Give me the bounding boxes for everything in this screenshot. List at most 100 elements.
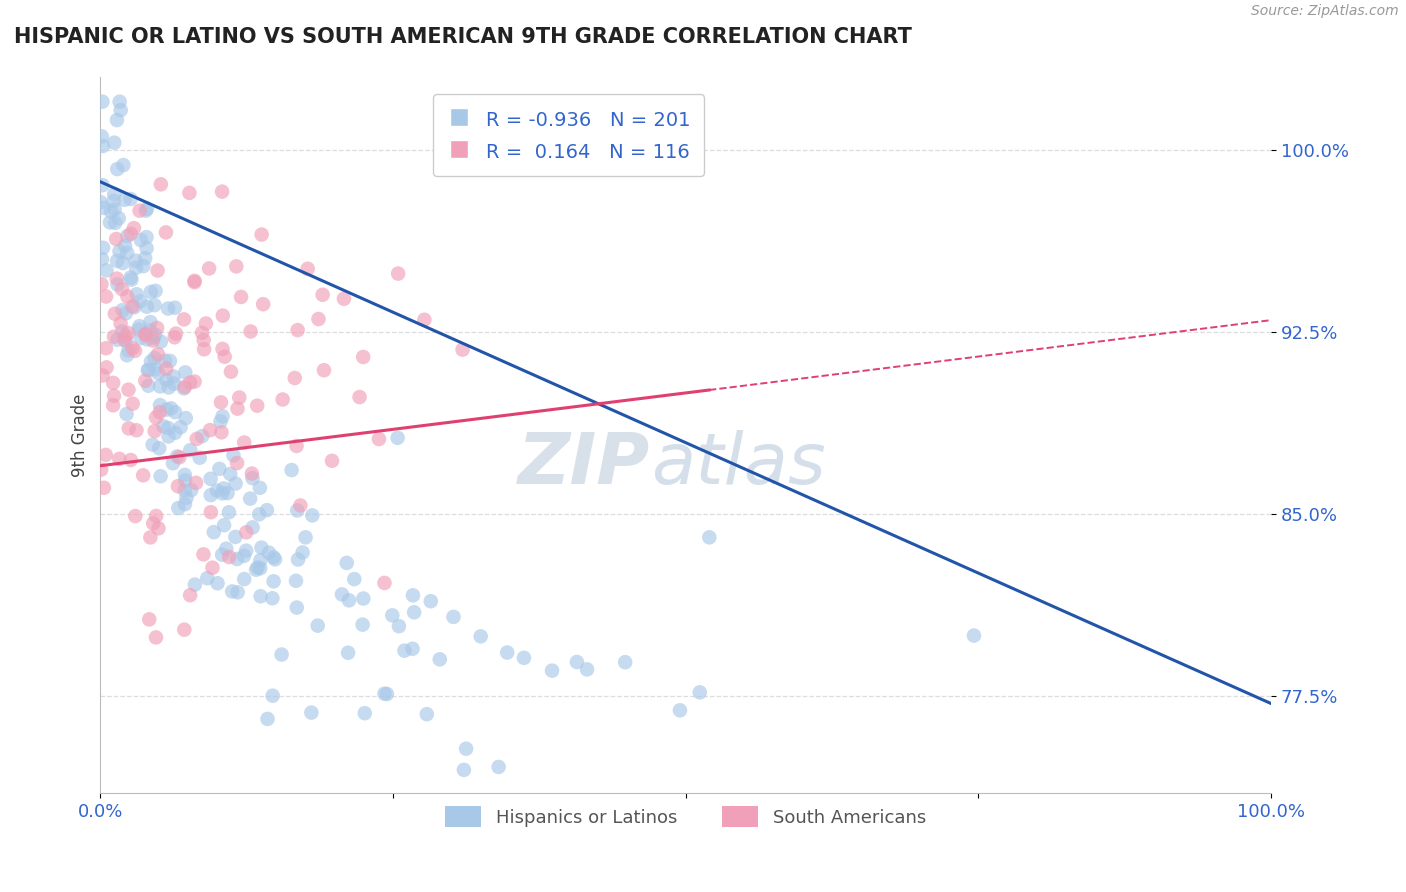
- Point: [104, 202, 127, 217]
- Point: [343, 572, 366, 586]
- Point: [155, 373, 177, 387]
- Point: [188, 450, 211, 465]
- Point: [191, 429, 214, 443]
- Point: [413, 312, 436, 326]
- Point: [117, 326, 139, 340]
- Point: [120, 272, 142, 286]
- Point: [404, 605, 426, 619]
- Point: [91, 368, 114, 383]
- Point: [120, 453, 142, 467]
- Point: [121, 300, 143, 314]
- Point: [124, 509, 146, 524]
- Point: [488, 760, 510, 774]
- Point: [115, 407, 138, 421]
- Point: [142, 437, 165, 451]
- Point: [134, 252, 156, 266]
- Point: [280, 463, 302, 477]
- Point: [453, 763, 475, 777]
- Point: [132, 259, 155, 273]
- Point: [149, 398, 172, 412]
- Point: [125, 287, 148, 301]
- Point: [167, 479, 190, 493]
- Point: [117, 229, 139, 244]
- Point: [330, 587, 353, 601]
- Point: [114, 238, 136, 252]
- Point: [120, 192, 142, 206]
- Point: [429, 652, 451, 666]
- Point: [249, 561, 271, 575]
- Point: [669, 703, 692, 717]
- Point: [96, 263, 118, 277]
- Point: [183, 275, 205, 289]
- Point: [138, 612, 160, 626]
- Point: [91, 178, 114, 193]
- Point: [353, 706, 375, 721]
- Point: [333, 292, 356, 306]
- Point: [108, 244, 131, 259]
- Point: [963, 629, 986, 643]
- Point: [105, 271, 128, 285]
- Point: [262, 591, 284, 606]
- Point: [200, 488, 222, 502]
- Point: [179, 186, 201, 200]
- Point: [614, 655, 637, 669]
- Point: [128, 323, 150, 337]
- Point: [290, 499, 312, 513]
- Point: [173, 312, 195, 326]
- Point: [139, 285, 162, 299]
- Point: [256, 712, 278, 726]
- Point: [402, 588, 425, 602]
- Point: [239, 491, 262, 506]
- Point: [135, 300, 157, 314]
- Point: [91, 139, 114, 153]
- Point: [689, 685, 711, 699]
- Point: [105, 232, 128, 246]
- Point: [219, 467, 242, 481]
- Point: [105, 162, 128, 177]
- Point: [93, 201, 115, 215]
- Point: [246, 560, 269, 574]
- Point: [416, 707, 439, 722]
- Point: [235, 543, 257, 558]
- Point: [183, 375, 205, 389]
- Point: [149, 334, 172, 349]
- Point: [143, 362, 166, 376]
- Point: [451, 343, 474, 357]
- Text: ZIP: ZIP: [519, 430, 651, 499]
- Point: [174, 365, 197, 379]
- Legend: Hispanics or Latinos, South Americans: Hispanics or Latinos, South Americans: [439, 799, 934, 834]
- Point: [247, 508, 270, 522]
- Point: [285, 600, 308, 615]
- Point: [443, 610, 465, 624]
- Point: [155, 361, 177, 376]
- Point: [226, 456, 249, 470]
- Point: [167, 501, 190, 516]
- Point: [90, 195, 112, 210]
- Point: [122, 300, 145, 314]
- Point: [148, 367, 170, 381]
- Point: [157, 301, 180, 316]
- Point: [98, 215, 121, 229]
- Point: [226, 401, 249, 416]
- Point: [352, 617, 374, 632]
- Point: [111, 303, 134, 318]
- Point: [136, 363, 159, 377]
- Point: [94, 289, 117, 303]
- Text: HISPANIC OR LATINO VS SOUTH AMERICAN 9TH GRADE CORRELATION CHART: HISPANIC OR LATINO VS SOUTH AMERICAN 9TH…: [14, 27, 912, 46]
- Point: [221, 584, 243, 599]
- Point: [229, 290, 252, 304]
- Point: [301, 508, 323, 523]
- Point: [308, 312, 330, 326]
- Point: [193, 333, 215, 347]
- Point: [214, 350, 236, 364]
- Point: [145, 284, 167, 298]
- Point: [125, 260, 148, 275]
- Point: [115, 348, 138, 362]
- Point: [311, 287, 333, 301]
- Point: [103, 187, 125, 202]
- Point: [211, 342, 233, 356]
- Point: [697, 530, 720, 544]
- Point: [294, 530, 316, 544]
- Point: [291, 545, 314, 559]
- Point: [117, 343, 139, 358]
